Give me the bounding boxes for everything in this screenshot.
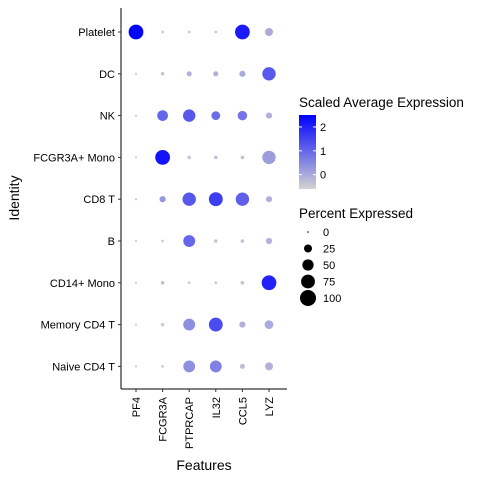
- dot: [134, 198, 138, 201]
- x-tick-label: FCGR3A: [158, 396, 170, 441]
- color-legend-tick-label: 0: [320, 170, 326, 182]
- dot: [134, 323, 138, 326]
- size-legend-label: 25: [323, 244, 335, 256]
- dot: [183, 318, 196, 331]
- dot: [265, 196, 273, 203]
- dot: [239, 70, 246, 77]
- dot: [209, 360, 222, 373]
- y-tick-label: DC: [99, 69, 115, 81]
- dot: [182, 192, 196, 206]
- dot: [211, 111, 221, 120]
- dot: [160, 281, 165, 285]
- size-legend-label: 0: [323, 227, 329, 239]
- size-legend-dot: [300, 290, 316, 306]
- dot: [265, 112, 273, 119]
- dot: [134, 114, 138, 117]
- dot: [214, 30, 218, 34]
- size-legend-dot: [304, 244, 312, 253]
- dot: [235, 24, 250, 40]
- x-tick-label: PTPRCAP: [184, 397, 196, 449]
- dot: [186, 71, 192, 77]
- dot: [214, 239, 218, 243]
- y-axis-title: Identity: [6, 175, 22, 220]
- dot: [183, 109, 196, 122]
- x-tick-label: PF4: [131, 397, 143, 417]
- dot: [239, 321, 246, 328]
- y-tick-label: Memory CD4 T: [41, 320, 116, 332]
- dot: [214, 281, 218, 285]
- x-tick-label: IL32: [211, 397, 223, 418]
- dot: [262, 150, 276, 165]
- y-tick-label: B: [108, 236, 115, 248]
- dot: [264, 320, 274, 329]
- dot: [240, 239, 245, 243]
- dot: [160, 322, 165, 327]
- size-legend-label: 75: [323, 277, 335, 289]
- dot: [128, 24, 144, 40]
- y-tick-label: Naive CD4 T: [52, 361, 115, 373]
- dot: [183, 235, 196, 247]
- dot: [213, 71, 219, 77]
- dot: [265, 362, 273, 371]
- dot: [155, 150, 170, 165]
- x-tick-label: CCL5: [237, 397, 249, 425]
- y-tick-label: NK: [100, 111, 116, 123]
- dot: [187, 155, 191, 160]
- dot: [261, 275, 277, 291]
- dot: [134, 239, 138, 243]
- size-legend-dot: [302, 259, 314, 271]
- y-tick-label: FCGR3A+ Mono: [33, 152, 115, 164]
- color-legend-bar: [299, 115, 316, 189]
- dot: [262, 67, 276, 81]
- dot: [265, 237, 273, 245]
- dot: [157, 110, 168, 121]
- size-legend-dot: [301, 274, 315, 289]
- dot: [208, 317, 223, 332]
- dot: [187, 281, 191, 285]
- dot: [235, 192, 250, 206]
- dot: [208, 192, 223, 207]
- dot: [159, 196, 166, 203]
- dot: [134, 72, 138, 75]
- color-legend-tick-label: 1: [320, 146, 326, 158]
- dot: [161, 239, 164, 243]
- size-legend-dot: [307, 231, 309, 233]
- dot: [134, 156, 138, 159]
- dot: [237, 110, 248, 121]
- dot: [239, 363, 245, 369]
- x-axis-title: Features: [176, 457, 231, 473]
- size-legend-title: Percent Expressed: [299, 206, 413, 221]
- size-legend-label: 50: [323, 260, 335, 272]
- y-tick-label: Platelet: [78, 27, 115, 39]
- dot: [240, 155, 245, 160]
- y-tick-label: CD14+ Mono: [50, 278, 115, 290]
- dot: [160, 72, 165, 76]
- dot: [214, 155, 218, 160]
- dot: [240, 281, 245, 285]
- dot: [183, 360, 196, 373]
- y-tick-label: CD8 T: [83, 194, 115, 206]
- dot: [187, 30, 191, 34]
- color-legend-tick-label: 2: [320, 122, 326, 134]
- x-tick-label: LYZ: [264, 397, 276, 417]
- dot: [265, 28, 273, 36]
- dot: [161, 30, 164, 34]
- color-legend-title: Scaled Average Expression: [299, 95, 464, 110]
- dot: [134, 281, 138, 284]
- dot: [161, 365, 164, 368]
- dot: [134, 365, 138, 368]
- size-legend-label: 100: [323, 293, 341, 305]
